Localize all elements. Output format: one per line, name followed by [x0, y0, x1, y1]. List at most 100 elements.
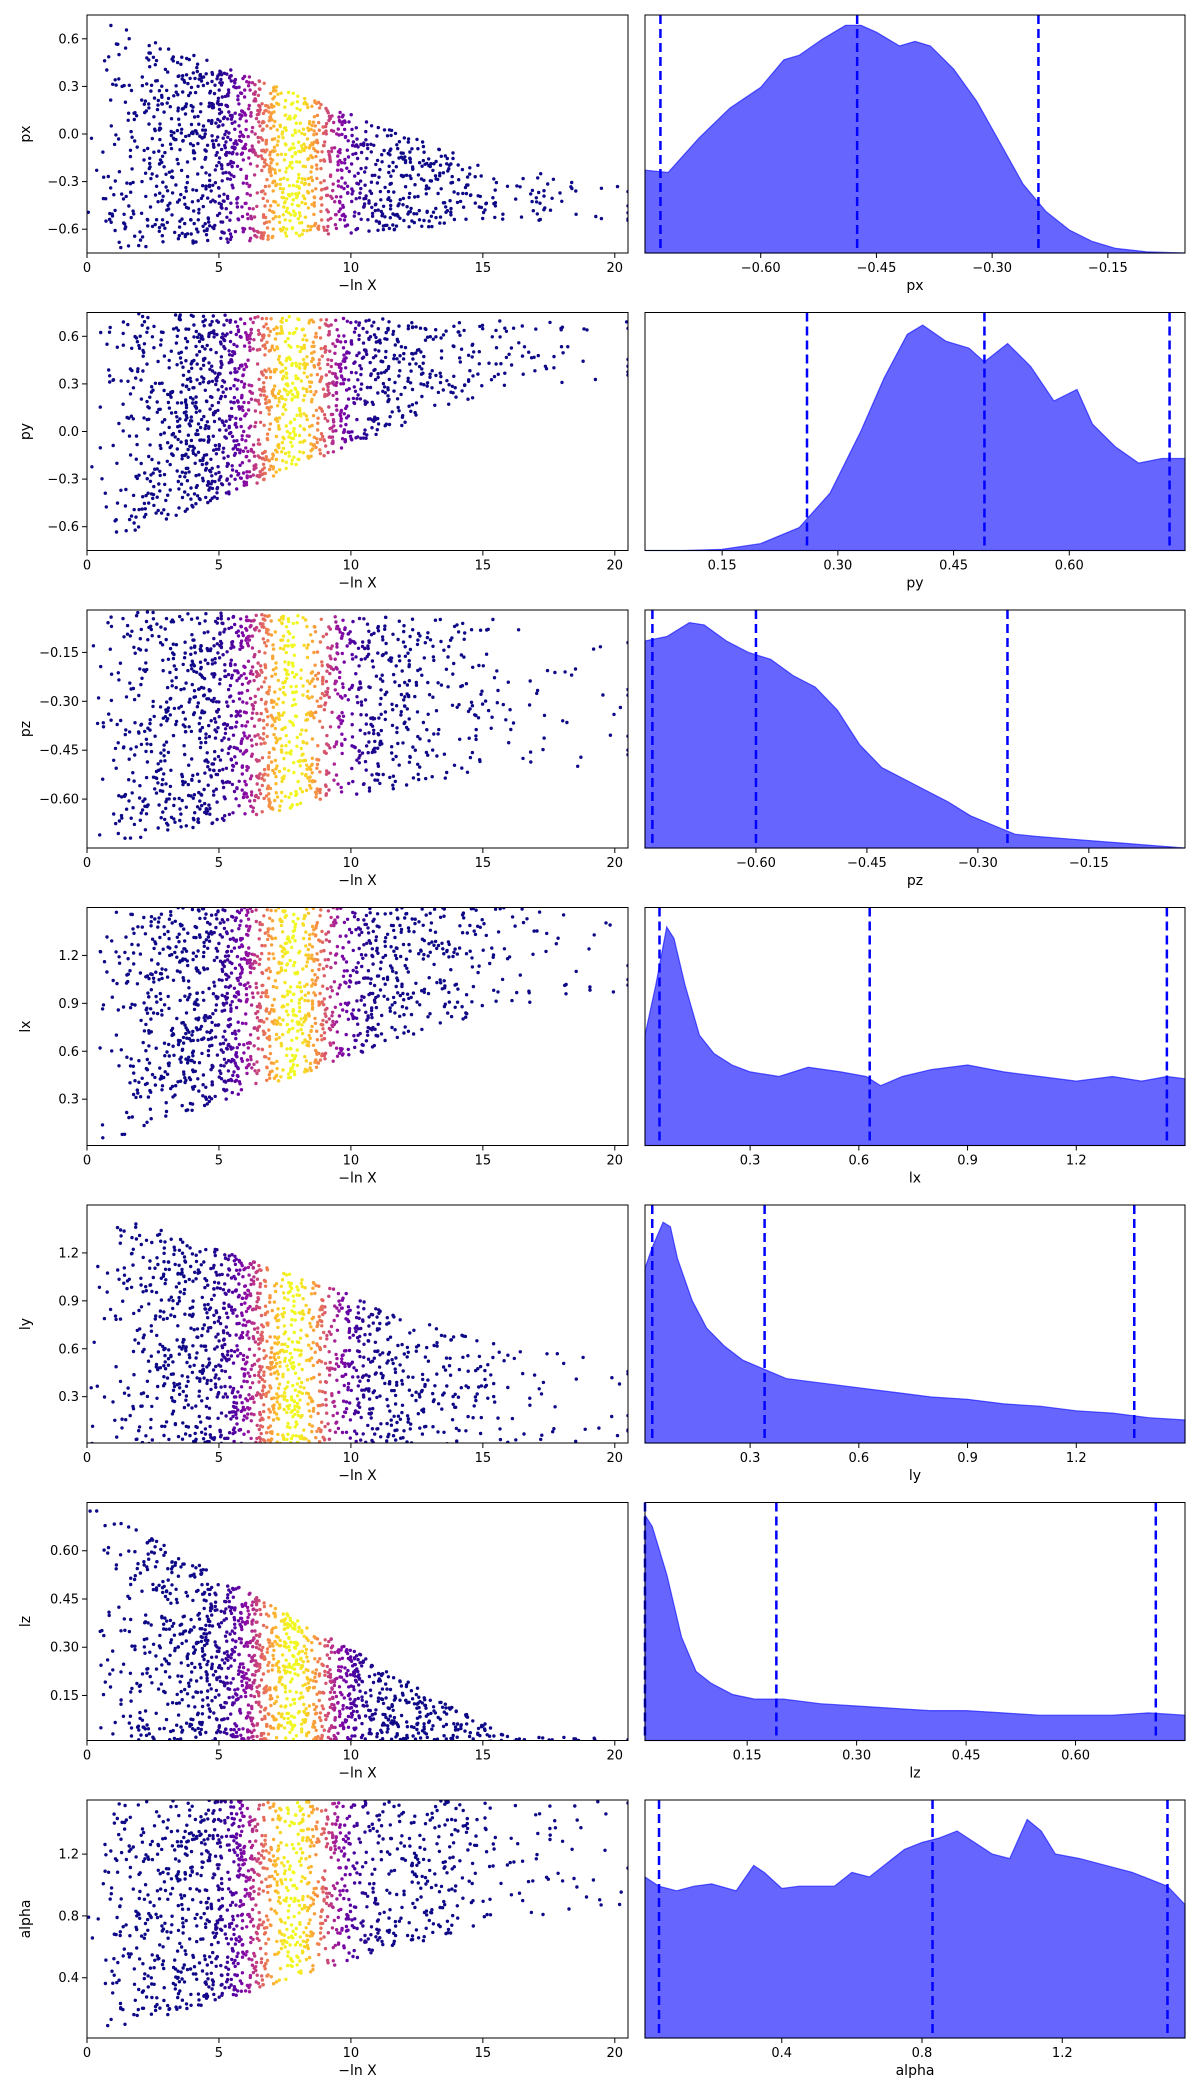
trace-point: [244, 783, 248, 787]
trace-point: [265, 734, 269, 739]
trace-point: [384, 368, 388, 373]
trace-point: [468, 166, 472, 170]
trace-point: [111, 82, 115, 87]
trace-point: [290, 661, 295, 665]
trace-point: [130, 368, 134, 373]
trace-point: [358, 179, 363, 183]
trace-point: [244, 201, 248, 205]
trace-point: [194, 485, 198, 490]
trace-point: [218, 682, 222, 686]
trace-point: [409, 409, 413, 413]
trace-point: [195, 131, 199, 136]
x-tick-label: 0.15: [708, 559, 737, 574]
trace-point: [350, 766, 354, 771]
trace-point: [129, 190, 133, 194]
trace-point: [266, 632, 271, 636]
trace-point: [411, 776, 416, 780]
trace-point: [176, 237, 181, 241]
trace-point: [117, 421, 121, 426]
trace-point: [219, 202, 223, 207]
trace-point: [183, 475, 187, 479]
trace-point: [174, 667, 178, 672]
trace-point: [376, 746, 380, 750]
trace-point: [419, 382, 423, 386]
trace-point: [179, 704, 183, 708]
trace-point: [202, 438, 206, 442]
trace-point: [213, 443, 218, 448]
trace-point: [313, 973, 317, 977]
trace-point: [458, 360, 462, 364]
trace-point: [342, 218, 347, 222]
trace-point: [134, 434, 139, 438]
trace-point: [420, 224, 424, 228]
trace-point: [243, 362, 248, 366]
trace-point: [264, 644, 268, 648]
trace-point: [345, 319, 349, 323]
trace-point: [202, 229, 207, 233]
trace-point: [319, 209, 323, 214]
trace-point: [411, 352, 415, 356]
trace-point: [149, 624, 153, 628]
trace-point: [159, 912, 164, 916]
trace-point: [297, 1009, 302, 1014]
trace-point: [538, 201, 542, 205]
trace-point: [283, 667, 287, 672]
trace-point: [262, 680, 266, 684]
trace-point: [295, 735, 299, 740]
trace-point: [374, 674, 379, 678]
trace-point: [152, 324, 156, 329]
trace-point: [253, 700, 257, 705]
trace-point: [391, 708, 395, 712]
trace-point: [302, 371, 306, 375]
trace-point: [370, 205, 374, 210]
trace-point: [208, 468, 212, 473]
trace-point: [349, 231, 353, 235]
trace-point: [355, 156, 360, 161]
trace-point: [252, 454, 257, 458]
trace-point: [268, 153, 272, 157]
trace-point: [533, 369, 537, 373]
trace-point: [386, 151, 390, 156]
trace-point: [439, 374, 443, 379]
trace-point: [222, 736, 226, 740]
trace-point: [294, 684, 298, 689]
trace-point: [313, 684, 317, 689]
trace-point: [164, 1109, 169, 1114]
trace-point: [212, 789, 216, 793]
trace-point: [329, 323, 333, 327]
trace-point: [274, 457, 278, 462]
trace-point: [302, 346, 307, 350]
trace-point: [242, 382, 247, 386]
trace-point: [336, 782, 340, 786]
trace-point: [295, 802, 299, 807]
trace-point: [357, 323, 361, 327]
y-tick-label: 0.0: [58, 128, 79, 143]
trace-point: [167, 170, 172, 174]
trace-point: [290, 703, 295, 708]
trace-point: [235, 387, 239, 391]
trace-point: [153, 127, 157, 131]
trace-point: [290, 462, 294, 466]
trace-point: [147, 122, 151, 126]
trace-point: [221, 379, 225, 383]
trace-point: [309, 175, 313, 180]
trace-point: [128, 453, 133, 457]
trace-point: [406, 137, 411, 141]
trace-x-axis-label: −ln X: [338, 873, 377, 889]
trace-point: [310, 670, 315, 674]
trace-point: [489, 726, 493, 730]
trace-point: [285, 227, 289, 231]
trace-point: [343, 340, 348, 344]
trace-point: [225, 950, 229, 954]
trace-point: [247, 426, 251, 430]
trace-point: [186, 81, 190, 86]
trace-point: [330, 114, 334, 118]
trace-point: [215, 817, 219, 822]
trace-point: [290, 458, 294, 462]
trace-point: [406, 140, 410, 144]
trace-point: [383, 355, 388, 360]
trace-point: [163, 150, 167, 155]
trace-point: [439, 154, 443, 158]
trace-point: [203, 128, 208, 132]
trace-point: [240, 205, 244, 209]
